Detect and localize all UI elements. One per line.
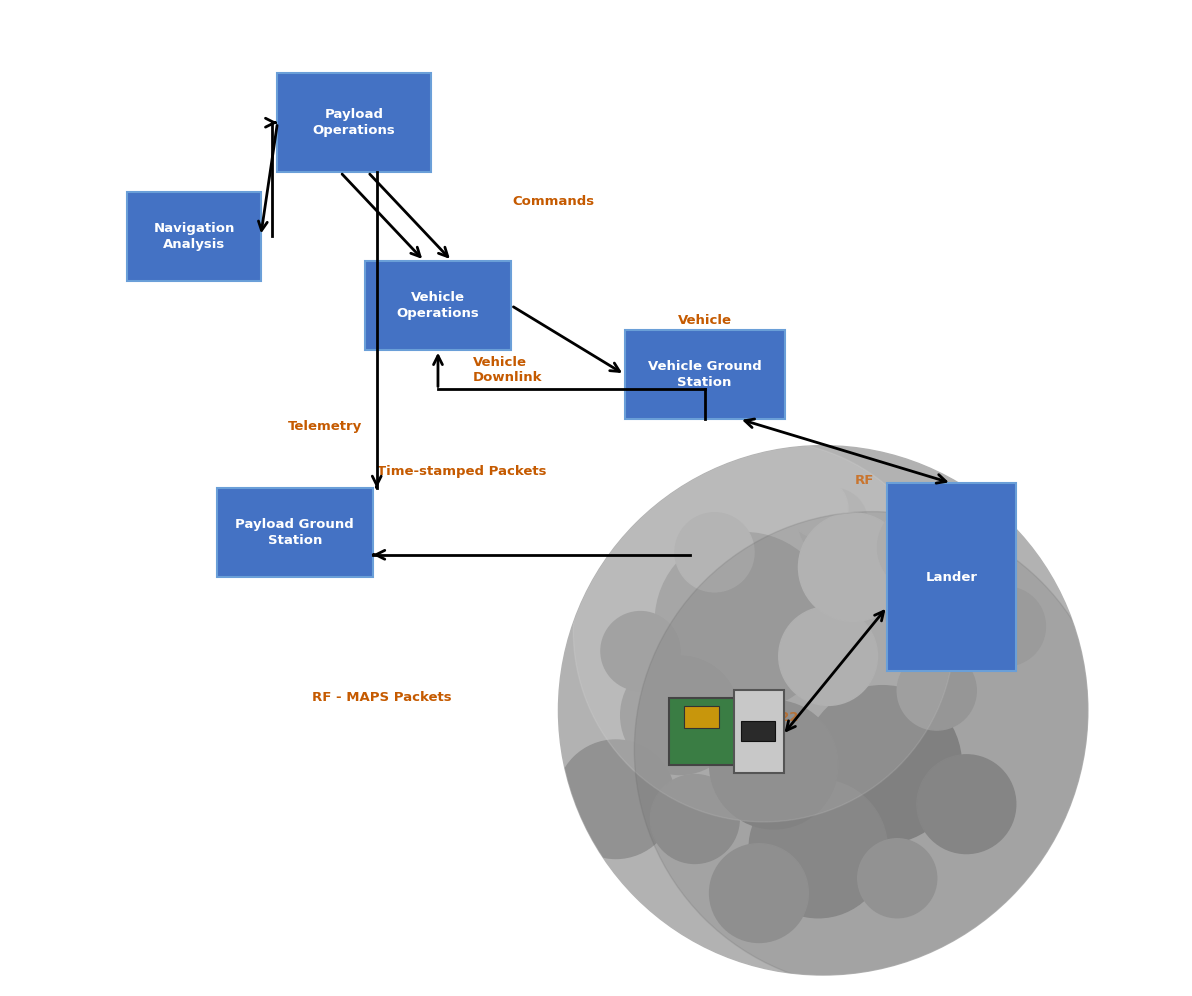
Text: Telemetry: Telemetry: [287, 420, 362, 433]
FancyBboxPatch shape: [128, 192, 261, 281]
Circle shape: [882, 553, 981, 651]
Text: Vehicle
Downlink: Vehicle Downlink: [472, 356, 542, 383]
FancyBboxPatch shape: [741, 721, 775, 741]
Text: Payload Ground
Station: Payload Ground Station: [235, 518, 354, 547]
FancyBboxPatch shape: [734, 689, 783, 773]
Text: Vehicle
Operations: Vehicle Operations: [397, 291, 479, 320]
Text: RF: RF: [855, 474, 874, 487]
FancyBboxPatch shape: [625, 330, 784, 419]
Text: Navigation
Analysis: Navigation Analysis: [154, 222, 235, 251]
Circle shape: [559, 445, 1088, 975]
Circle shape: [709, 700, 838, 829]
Circle shape: [803, 685, 962, 844]
Text: RF - MAPS Packets: RF - MAPS Packets: [311, 691, 452, 704]
Circle shape: [621, 656, 739, 775]
Circle shape: [917, 755, 1016, 854]
FancyBboxPatch shape: [684, 706, 720, 728]
FancyBboxPatch shape: [278, 74, 430, 172]
Circle shape: [778, 607, 877, 705]
Circle shape: [967, 587, 1045, 666]
Circle shape: [799, 513, 907, 622]
Circle shape: [557, 740, 675, 859]
FancyBboxPatch shape: [887, 483, 1016, 671]
Circle shape: [634, 512, 1111, 988]
Text: Time-stamped Packets: Time-stamped Packets: [377, 465, 546, 478]
Text: Vehicle
Uplink: Vehicle Uplink: [678, 314, 732, 342]
Circle shape: [877, 503, 967, 592]
Circle shape: [651, 775, 739, 864]
Text: Payload
Operations: Payload Operations: [312, 109, 396, 137]
Circle shape: [898, 651, 976, 730]
FancyBboxPatch shape: [669, 697, 762, 765]
Circle shape: [789, 478, 848, 538]
Text: Commands: Commands: [513, 195, 594, 208]
FancyBboxPatch shape: [365, 261, 511, 350]
Text: RS422: RS422: [752, 711, 800, 724]
Circle shape: [749, 780, 887, 917]
Circle shape: [601, 612, 679, 690]
Circle shape: [799, 488, 868, 557]
Circle shape: [709, 844, 808, 942]
Circle shape: [858, 839, 937, 917]
Text: Vehicle Ground
Station: Vehicle Ground Station: [647, 360, 762, 389]
Circle shape: [656, 533, 833, 710]
Circle shape: [573, 441, 955, 822]
Circle shape: [675, 513, 755, 592]
FancyBboxPatch shape: [217, 488, 373, 577]
Text: Lander: Lander: [925, 571, 977, 584]
